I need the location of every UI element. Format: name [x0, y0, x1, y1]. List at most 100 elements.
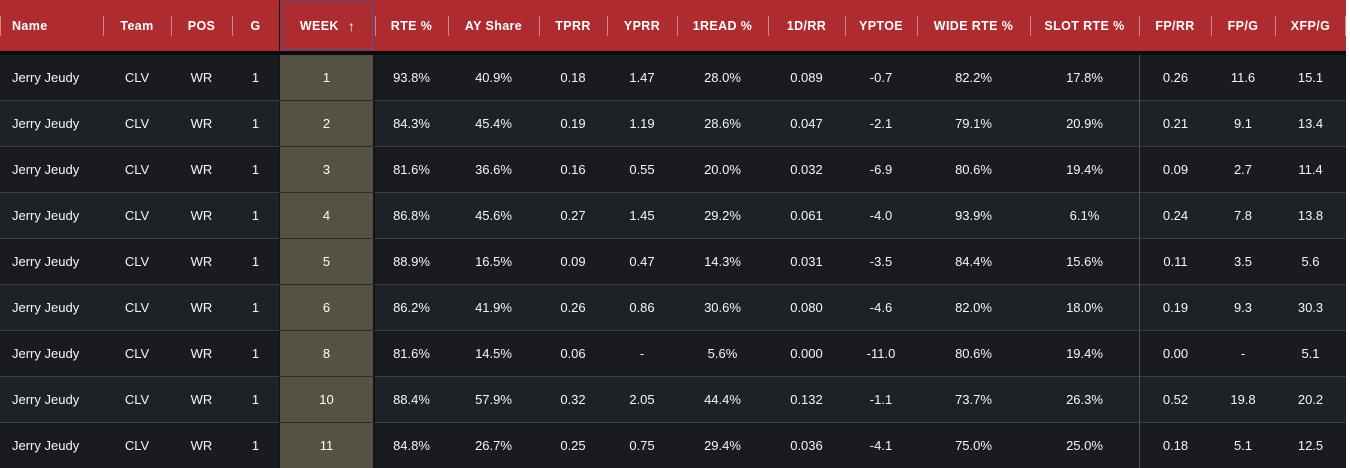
cell-week: 3: [279, 146, 375, 192]
cell-g: 1: [232, 422, 279, 468]
cell-wide_rte_pct: 82.0%: [917, 284, 1030, 330]
column-header-fp_g[interactable]: FP/G: [1211, 0, 1275, 54]
cell-fp_rr: 0.52: [1139, 376, 1211, 422]
column-header-pos[interactable]: POS: [171, 0, 232, 54]
cell-g: 1: [232, 284, 279, 330]
column-header-name[interactable]: Name: [0, 0, 103, 54]
column-header-label: FP/RR: [1155, 18, 1195, 33]
cell-wide_rte_pct: 79.1%: [917, 100, 1030, 146]
cell-firstd_rr: 0.031: [768, 238, 845, 284]
column-header-label: YPRR: [623, 18, 661, 33]
cell-firstread_pct: 44.4%: [677, 376, 768, 422]
cell-slot_rte_pct: 26.3%: [1030, 376, 1139, 422]
table-row: Jerry Jeudy CLV WR 1 4 86.8% 45.6% 0.27 1.45 29.2…: [0, 192, 1346, 238]
cell-yptoe: -6.9: [845, 146, 917, 192]
column-header-ay_share[interactable]: AY Share: [448, 0, 539, 54]
table-row: Jerry Jeudy CLV WR 1 6 86.2% 41.9% 0.26 0.86 30.6…: [0, 284, 1346, 330]
cell-firstread_pct: 28.6%: [677, 100, 768, 146]
cell-week: 6: [279, 284, 375, 330]
cell-fp_rr: 0.09: [1139, 146, 1211, 192]
cell-name: Jerry Jeudy: [0, 146, 103, 192]
cell-wide_rte_pct: 84.4%: [917, 238, 1030, 284]
cell-team: CLV: [103, 192, 171, 238]
cell-fp_rr: 0.19: [1139, 284, 1211, 330]
table-row: Jerry Jeudy CLV WR 1 2 84.3% 45.4% 0.19 1.19 28.6…: [0, 100, 1346, 146]
cell-pos: WR: [171, 376, 232, 422]
cell-firstread_pct: 30.6%: [677, 284, 768, 330]
cell-firstread_pct: 20.0%: [677, 146, 768, 192]
column-header-label: TPRR: [555, 18, 591, 33]
cell-fp_rr: 0.18: [1139, 422, 1211, 468]
cell-yptoe: -0.7: [845, 54, 917, 100]
cell-yptoe: -4.6: [845, 284, 917, 330]
cell-fp_rr: 0.00: [1139, 330, 1211, 376]
column-header-slot_rte_pct[interactable]: SLOT RTE %: [1030, 0, 1139, 54]
cell-g: 1: [232, 238, 279, 284]
cell-slot_rte_pct: 19.4%: [1030, 146, 1139, 192]
column-header-wide_rte_pct[interactable]: WIDE RTE %: [917, 0, 1030, 54]
cell-week: 5: [279, 238, 375, 284]
column-header-fp_rr[interactable]: FP/RR: [1139, 0, 1211, 54]
cell-ay_share: 14.5%: [448, 330, 539, 376]
cell-firstread_pct: 29.4%: [677, 422, 768, 468]
cell-week: 1: [279, 54, 375, 100]
cell-yprr: -: [607, 330, 677, 376]
cell-yprr: 1.45: [607, 192, 677, 238]
column-header-xfp_g[interactable]: XFP/G: [1275, 0, 1346, 54]
cell-g: 1: [232, 146, 279, 192]
cell-wide_rte_pct: 73.7%: [917, 376, 1030, 422]
cell-firstd_rr: 0.000: [768, 330, 845, 376]
column-header-content: Name: [12, 19, 48, 33]
header-row: Name Team POS G WEEK ↑ RTE % AY Share TPRR YPRR 1R…: [0, 0, 1346, 54]
cell-g: 1: [232, 192, 279, 238]
cell-slot_rte_pct: 15.6%: [1030, 238, 1139, 284]
column-header-label: WIDE RTE %: [933, 18, 1014, 33]
column-header-firstd_rr[interactable]: 1D/RR: [768, 0, 845, 54]
column-header-label: 1D/RR: [786, 18, 827, 33]
cell-ay_share: 26.7%: [448, 422, 539, 468]
column-header-rte_pct[interactable]: RTE %: [375, 0, 448, 54]
cell-slot_rte_pct: 19.4%: [1030, 330, 1139, 376]
cell-slot_rte_pct: 25.0%: [1030, 422, 1139, 468]
column-header-yptoe[interactable]: YPTOE: [845, 0, 917, 54]
column-header-content: Team: [120, 19, 153, 33]
table-row: Jerry Jeudy CLV WR 1 11 84.8% 26.7% 0.25 0.75 29.…: [0, 422, 1346, 468]
cell-wide_rte_pct: 93.9%: [917, 192, 1030, 238]
cell-ay_share: 45.4%: [448, 100, 539, 146]
cell-ay_share: 45.6%: [448, 192, 539, 238]
table-row: Jerry Jeudy CLV WR 1 3 81.6% 36.6% 0.16 0.55 20.0…: [0, 146, 1346, 192]
cell-wide_rte_pct: 80.6%: [917, 330, 1030, 376]
cell-pos: WR: [171, 192, 232, 238]
cell-xfp_g: 5.1: [1275, 330, 1346, 376]
cell-tprr: 0.25: [539, 422, 607, 468]
cell-ay_share: 41.9%: [448, 284, 539, 330]
cell-team: CLV: [103, 330, 171, 376]
cell-firstread_pct: 28.0%: [677, 54, 768, 100]
column-header-g[interactable]: G: [232, 0, 279, 54]
cell-tprr: 0.32: [539, 376, 607, 422]
cell-yprr: 1.47: [607, 54, 677, 100]
table-row: Jerry Jeudy CLV WR 1 10 88.4% 57.9% 0.32 2.05 44.…: [0, 376, 1346, 422]
column-header-week[interactable]: WEEK ↑: [279, 0, 375, 54]
cell-rte_pct: 84.8%: [375, 422, 448, 468]
column-header-team[interactable]: Team: [103, 0, 171, 54]
cell-week: 2: [279, 100, 375, 146]
column-header-yprr[interactable]: YPRR: [607, 0, 677, 54]
cell-xfp_g: 11.4: [1275, 146, 1346, 192]
cell-slot_rte_pct: 18.0%: [1030, 284, 1139, 330]
cell-pos: WR: [171, 54, 232, 100]
column-header-label: YPTOE: [858, 18, 904, 33]
cell-firstd_rr: 0.089: [768, 54, 845, 100]
cell-yprr: 0.86: [607, 284, 677, 330]
cell-ay_share: 16.5%: [448, 238, 539, 284]
column-header-firstread_pct[interactable]: 1READ %: [677, 0, 768, 54]
cell-fp_g: 19.8: [1211, 376, 1275, 422]
cell-tprr: 0.06: [539, 330, 607, 376]
column-header-label: WEEK: [299, 18, 339, 33]
cell-yprr: 0.47: [607, 238, 677, 284]
cell-fp_g: 11.6: [1211, 54, 1275, 100]
cell-fp_rr: 0.24: [1139, 192, 1211, 238]
cell-pos: WR: [171, 330, 232, 376]
cell-g: 1: [232, 54, 279, 100]
column-header-tprr[interactable]: TPRR: [539, 0, 607, 54]
